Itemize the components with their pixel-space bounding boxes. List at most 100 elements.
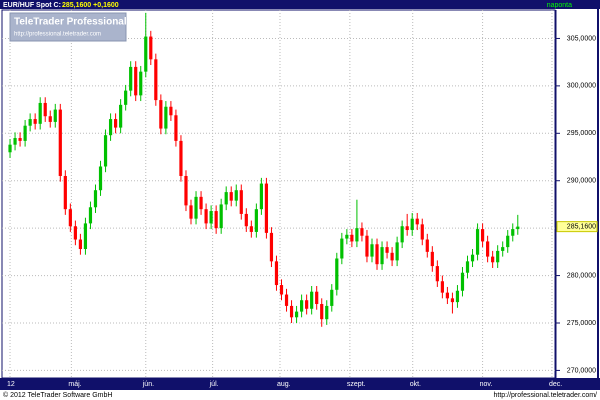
candle-body	[239, 190, 243, 214]
y-tick-label: 290,0000	[567, 178, 596, 185]
candle-body	[455, 290, 460, 303]
candle-body	[400, 226, 404, 243]
candle-body	[340, 238, 344, 259]
candle-body	[310, 291, 314, 309]
candle-body	[149, 36, 153, 60]
candle-body	[274, 261, 279, 286]
candle-body	[465, 261, 470, 273]
candle-body	[154, 59, 158, 101]
x-tick-label: júl.	[209, 381, 219, 388]
logo-url: http://professional.teletrader.com	[14, 32, 101, 38]
candle-body	[194, 196, 198, 219]
candle-body	[244, 213, 248, 227]
candle-body	[174, 115, 178, 141]
candle-body	[214, 211, 218, 229]
candle-body	[68, 209, 72, 227]
candle-body	[430, 251, 434, 267]
candle-body	[264, 183, 269, 233]
last-price-label: 285,1600	[567, 223, 596, 230]
footer-url: http://professional.teletrader.com/	[494, 392, 598, 399]
candle-body	[284, 294, 289, 306]
candle-body	[420, 224, 424, 240]
candle-body	[18, 138, 22, 141]
x-tick-label: dec.	[549, 381, 562, 388]
candle-body	[144, 36, 148, 72]
candle-body	[345, 234, 349, 239]
candle-body	[470, 254, 475, 262]
candle-body	[48, 116, 52, 122]
y-tick-label: 275,0000	[567, 320, 596, 327]
candle-body	[320, 304, 324, 320]
candle-body	[229, 192, 233, 201]
candle-body	[370, 244, 374, 257]
candle-body	[335, 258, 339, 290]
header-bar	[0, 0, 600, 9]
logo-title: TeleTrader Professional	[14, 17, 127, 28]
x-tick-label: szept.	[347, 381, 366, 388]
candle-body	[516, 226, 520, 230]
candle-body	[224, 192, 228, 205]
candle-body	[58, 109, 62, 176]
candle-body	[53, 109, 57, 122]
candle-body	[254, 209, 258, 232]
candle-body	[23, 125, 27, 141]
candle-body	[475, 229, 480, 255]
candle-body	[269, 232, 274, 262]
candle-body	[108, 119, 113, 136]
y-tick-label: 305,0000	[567, 35, 596, 42]
candle-body	[294, 311, 299, 318]
candle-body	[114, 119, 118, 128]
candle-body	[360, 228, 364, 236]
candle-body	[28, 119, 32, 126]
x-tick-label: máj.	[68, 381, 81, 388]
candle-body	[129, 66, 133, 91]
candle-body	[43, 102, 47, 117]
x-tick-label: okt.	[410, 381, 421, 388]
candle-body	[501, 247, 505, 251]
candle-body	[325, 305, 329, 320]
candle-body	[365, 235, 369, 257]
candle-body	[395, 242, 399, 261]
copyright: © 2012 TeleTrader Software GmbH	[3, 391, 112, 399]
y-tick-label: 270,0000	[567, 367, 596, 374]
candle-body	[491, 256, 495, 263]
candle-body	[13, 138, 17, 145]
candle-body	[450, 298, 455, 303]
candle-body	[199, 196, 203, 210]
candle-body	[164, 106, 168, 129]
candle-body	[93, 190, 98, 208]
x-axis-bar	[0, 378, 600, 390]
period: naponta	[547, 2, 572, 9]
candle-body	[375, 244, 379, 265]
candle-body	[209, 211, 213, 224]
candle-body	[410, 218, 414, 231]
candle-body	[506, 235, 510, 248]
candle-body	[385, 247, 389, 253]
candle-body	[8, 144, 12, 153]
candle-body	[415, 218, 419, 225]
candle-body	[73, 226, 77, 240]
candle-body	[440, 281, 444, 293]
candle-body	[234, 190, 238, 201]
candle-body	[259, 183, 263, 210]
x-tick-label: aug.	[277, 381, 291, 388]
candle-body	[124, 90, 128, 105]
candle-body	[315, 291, 319, 305]
candle-body	[496, 250, 500, 263]
x-tick-label: jún.	[142, 381, 154, 388]
candle-body	[305, 300, 309, 309]
candle-body	[486, 241, 490, 257]
candle-body	[83, 223, 88, 250]
last-price-tag	[556, 221, 598, 233]
candle-body	[249, 226, 253, 232]
y-tick-label: 300,0000	[567, 83, 596, 90]
candle-body	[380, 247, 384, 265]
candle-body	[103, 135, 108, 167]
symbol: EUR/HUF Spot C:	[3, 2, 61, 9]
candle-body	[435, 266, 439, 282]
x-tick-label: 12	[7, 381, 15, 388]
candle-body	[511, 229, 515, 236]
candle-body	[390, 252, 394, 261]
last-quote: 285,1600 +0,1600	[62, 2, 119, 9]
candle-body	[63, 175, 67, 210]
